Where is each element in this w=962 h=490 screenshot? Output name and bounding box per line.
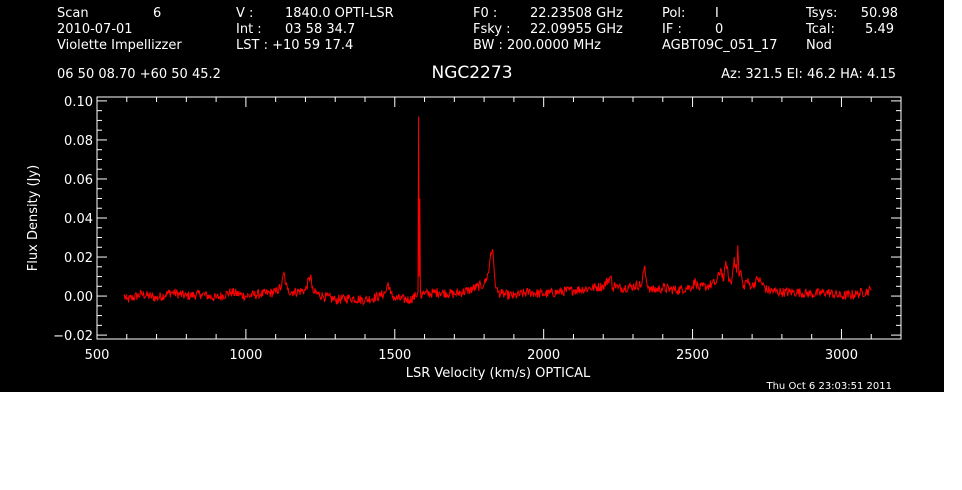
if-label: IF : bbox=[662, 22, 682, 37]
obs-mode: Nod bbox=[806, 38, 832, 53]
y-tick-label: 0.04 bbox=[64, 212, 93, 227]
axis-tick-labels: 500 1000 1500 2000 2500 3000 −0.02 0.00 0.02 0.04… bbox=[53, 95, 858, 363]
velocity-label: V : bbox=[236, 6, 253, 21]
x-tick-label: 3000 bbox=[825, 348, 858, 363]
ra-dec-position: 06 50 08.70 +60 50 45.2 bbox=[57, 67, 221, 82]
observer-name: Violette Impellizzer bbox=[57, 38, 182, 53]
x-axis-label: LSR Velocity (km/s) OPTICAL bbox=[406, 366, 591, 381]
y-tick-label: 0.06 bbox=[64, 173, 93, 188]
y-tick-label: 0.02 bbox=[64, 251, 93, 266]
y-tick-label: 0.10 bbox=[64, 95, 93, 110]
int-value: 03 58 34.7 bbox=[285, 22, 355, 37]
scan-value: 6 bbox=[153, 6, 161, 21]
tsys-value: 50.98 bbox=[861, 6, 898, 21]
scan-label: Scan bbox=[57, 6, 89, 21]
tcal-value: 5.49 bbox=[865, 22, 894, 37]
bandwidth-readout: BW : 200.0000 MHz bbox=[473, 38, 601, 53]
source-name-title: NGC2273 bbox=[431, 63, 512, 83]
x-tick-label: 2500 bbox=[676, 348, 709, 363]
velocity-value: 1840.0 OPTI-LSR bbox=[285, 6, 394, 21]
tsys-label: Tsys: bbox=[805, 6, 837, 21]
y-tick-label: 0.00 bbox=[64, 290, 93, 305]
obs-date: 2010-07-01 bbox=[57, 22, 133, 37]
x-tick-label: 1500 bbox=[378, 348, 411, 363]
pol-value: I bbox=[715, 6, 719, 21]
pol-label: Pol: bbox=[662, 6, 685, 21]
figure-panel: Scan 6 2010-07-01 Violette Impellizzer V… bbox=[0, 0, 944, 392]
axis-ticks bbox=[96, 97, 902, 339]
x-tick-label: 1000 bbox=[229, 348, 262, 363]
tcal-label: Tcal: bbox=[805, 22, 835, 37]
int-label: Int : bbox=[236, 22, 262, 37]
plot-frame bbox=[96, 96, 902, 340]
y-tick-label: −0.02 bbox=[53, 329, 93, 344]
lst-readout: LST : +10 59 17.4 bbox=[236, 38, 353, 53]
x-tick-label: 500 bbox=[85, 348, 110, 363]
x-tick-label: 2000 bbox=[527, 348, 560, 363]
if-value: 0 bbox=[715, 22, 723, 37]
pointing-readout: Az: 321.5 El: 46.2 HA: 4.15 bbox=[721, 67, 896, 82]
fsky-value: 22.09955 GHz bbox=[530, 22, 623, 37]
f0-value: 22.23508 GHz bbox=[530, 6, 623, 21]
plot-timestamp: Thu Oct 6 23:03:51 2011 bbox=[765, 381, 892, 392]
y-tick-label: 0.08 bbox=[64, 134, 93, 149]
project-id: AGBT09C_051_17 bbox=[662, 38, 778, 53]
y-axis-label: Flux Density (Jy) bbox=[26, 165, 41, 271]
fsky-label: Fsky : bbox=[473, 22, 511, 37]
spectrum-line bbox=[123, 116, 872, 307]
f0-label: F0 : bbox=[473, 6, 497, 21]
spectrum-plot: Scan 6 2010-07-01 Violette Impellizzer V… bbox=[26, 6, 902, 392]
